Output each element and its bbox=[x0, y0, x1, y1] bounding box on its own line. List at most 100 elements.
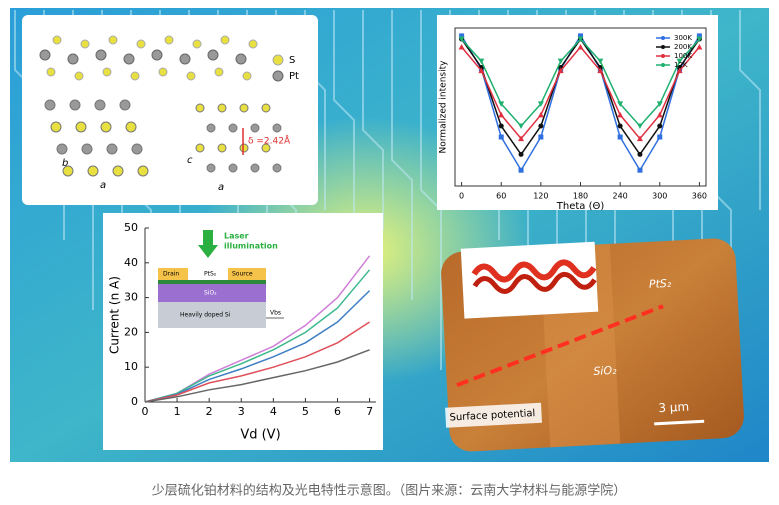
s-atom bbox=[74, 71, 84, 81]
s-atom bbox=[195, 103, 205, 113]
marker bbox=[498, 123, 504, 129]
pt-atom-key bbox=[272, 70, 284, 82]
s-atom bbox=[50, 121, 62, 133]
s-atom bbox=[250, 123, 260, 133]
s-atom bbox=[137, 165, 149, 177]
s-atom bbox=[272, 123, 282, 133]
marker bbox=[478, 58, 485, 65]
legend-marker bbox=[661, 63, 665, 67]
afm-label: Surface potential bbox=[449, 408, 535, 423]
x-tick-label: 240 bbox=[612, 192, 627, 201]
s-atom bbox=[192, 39, 202, 49]
pt-atom bbox=[94, 99, 106, 111]
iv-inset: Laser illumination Drain PtS₂ Source SiO… bbox=[158, 230, 284, 328]
marker bbox=[637, 167, 643, 173]
s-atom bbox=[100, 121, 112, 133]
s-atom bbox=[164, 35, 174, 45]
s-atom bbox=[186, 71, 196, 81]
pt-atom bbox=[151, 49, 163, 61]
s-atom bbox=[250, 163, 260, 173]
marker bbox=[636, 135, 643, 142]
spacing-label: δ =2.42Å bbox=[248, 135, 291, 147]
marker bbox=[538, 123, 544, 129]
s-atom bbox=[214, 67, 224, 77]
source-block bbox=[228, 268, 266, 280]
s-atom bbox=[136, 39, 146, 49]
marker bbox=[518, 123, 525, 129]
s-atom bbox=[206, 123, 216, 133]
circuit-trace bbox=[333, 10, 355, 280]
scale-bar bbox=[654, 419, 705, 426]
pt-atom bbox=[179, 53, 191, 65]
s-atom bbox=[158, 67, 168, 77]
s-atom bbox=[239, 103, 249, 113]
pt-atom bbox=[207, 49, 219, 61]
marker bbox=[577, 43, 584, 50]
legend-marker bbox=[661, 54, 665, 58]
series-line bbox=[144, 290, 371, 403]
afm-panel: PtS₂ SiO₂ Surface potential 3 μm bbox=[441, 238, 744, 452]
pt-atom bbox=[81, 143, 93, 155]
marker bbox=[458, 43, 465, 50]
pt-atom bbox=[106, 143, 118, 155]
marker bbox=[577, 36, 584, 43]
pt-atom bbox=[123, 53, 135, 65]
axis-label: b bbox=[62, 158, 68, 169]
x-tick-label: 6 bbox=[334, 405, 341, 418]
y-tick-label: 20 bbox=[124, 325, 138, 338]
x-tick-label: 5 bbox=[302, 405, 309, 418]
caption: 少层硫化铂材料的结构及光电特性示意图。（图片来源：云南大学材料与能源学院） bbox=[152, 483, 627, 499]
inset-label: Drain bbox=[163, 271, 179, 278]
marker bbox=[557, 58, 564, 65]
pt-atom bbox=[95, 49, 107, 61]
x-tick-label: 300 bbox=[652, 192, 667, 201]
pt-atom bbox=[69, 99, 81, 111]
s-atom bbox=[228, 163, 238, 173]
y-tick-label: 10 bbox=[124, 360, 138, 373]
x-axis-label: Vd (V) bbox=[240, 428, 280, 443]
y-tick-label: 50 bbox=[124, 221, 138, 234]
circuit-trace bbox=[391, 10, 413, 300]
s-atom bbox=[261, 143, 271, 153]
s-atom bbox=[52, 35, 62, 45]
y-tick-label: 0 bbox=[131, 395, 138, 408]
marker bbox=[676, 67, 683, 74]
oxide-layer bbox=[158, 284, 266, 302]
s-atom bbox=[217, 143, 227, 153]
scale-label: 3 μm bbox=[658, 400, 689, 416]
light-arrow bbox=[198, 230, 218, 258]
s-atom bbox=[261, 103, 271, 113]
s-atom bbox=[217, 103, 227, 113]
substrate-layer bbox=[158, 302, 266, 328]
marker bbox=[696, 36, 703, 43]
s-atom-key bbox=[272, 54, 284, 66]
marker bbox=[498, 101, 505, 107]
drain-block bbox=[158, 268, 188, 280]
x-tick-label: 4 bbox=[270, 405, 277, 418]
pt-atom bbox=[131, 143, 143, 155]
marker bbox=[538, 134, 544, 140]
x-tick-label: 0 bbox=[142, 405, 149, 418]
s-atom bbox=[87, 165, 99, 177]
s-atom bbox=[242, 71, 252, 81]
x-tick-label: 7 bbox=[366, 405, 373, 418]
channel-layer bbox=[158, 280, 266, 284]
iv-panel bbox=[103, 213, 383, 450]
afm-label-box bbox=[445, 402, 542, 428]
marker bbox=[597, 58, 604, 65]
s-atom bbox=[220, 35, 230, 45]
marker bbox=[657, 123, 663, 129]
s-atom bbox=[248, 39, 258, 49]
marker bbox=[617, 134, 623, 140]
x-tick-label: 180 bbox=[573, 192, 588, 201]
marker bbox=[657, 134, 663, 140]
circuit-trace bbox=[739, 10, 761, 210]
legend-label: 300K bbox=[674, 34, 692, 42]
marker bbox=[498, 134, 504, 140]
series-line bbox=[144, 349, 370, 403]
marker bbox=[458, 36, 465, 43]
inset-label: PtS₂ bbox=[204, 271, 217, 278]
s-atom bbox=[130, 71, 140, 81]
